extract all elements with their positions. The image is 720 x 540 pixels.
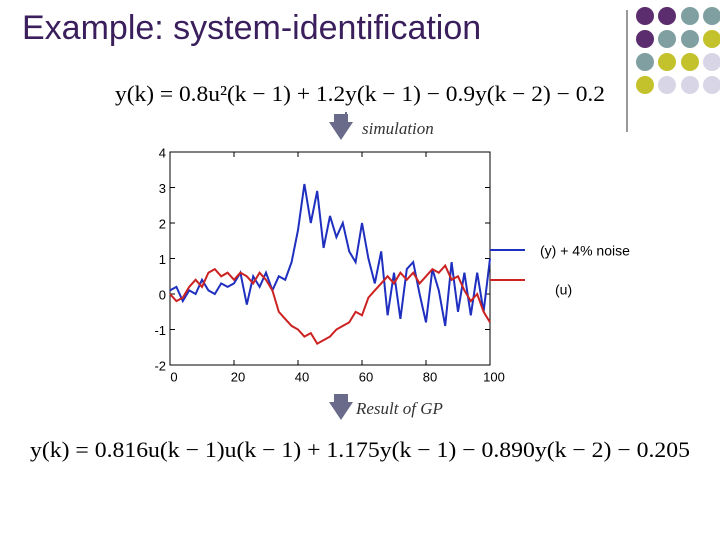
series-line [169, 183, 491, 327]
x-tick-label: 80 [423, 369, 437, 384]
series-line [169, 263, 491, 346]
x-tick-label: 20 [231, 369, 245, 384]
dot [681, 53, 699, 71]
equation: y(k) = 0.816u(k − 1)u(k − 1) + 1.175y(k … [30, 437, 690, 462]
dot [658, 76, 676, 94]
y-tick-label: -1 [154, 323, 166, 338]
arrow [329, 402, 353, 420]
x-tick-label: 0 [170, 369, 177, 384]
arrow-stem [334, 114, 348, 124]
y-tick-label: 4 [159, 145, 166, 160]
x-tick-label: 100 [483, 369, 505, 384]
y-tick-label: -2 [154, 358, 166, 373]
legend-label: (y) + 4% noise [540, 243, 630, 259]
decor-dots [636, 7, 720, 94]
dot [681, 7, 699, 25]
dot [703, 30, 720, 48]
dot [636, 7, 654, 25]
dot [658, 7, 676, 25]
arrow-stem [334, 394, 348, 404]
plot-frame [169, 151, 491, 366]
dot [703, 7, 720, 25]
x-tick-label: 60 [359, 369, 373, 384]
annotation: simulation [362, 119, 434, 138]
dot [703, 76, 720, 94]
equation: y(k) = 0.8u²(k − 1) + 1.2y(k − 1) − 0.9y… [115, 81, 605, 106]
y-tick-label: 2 [159, 216, 166, 231]
annotation: Result of GP [355, 399, 443, 418]
slide-title: Example: system-identification [22, 9, 481, 47]
y-tick-label: 0 [159, 287, 166, 302]
dot [681, 76, 699, 94]
dot [703, 53, 720, 71]
dot [681, 30, 699, 48]
legend-label: (u) [555, 282, 572, 298]
x-tick-label: 40 [295, 369, 309, 384]
dot [636, 53, 654, 71]
arrow [329, 112, 353, 140]
dot [658, 30, 676, 48]
y-tick-label: 3 [159, 181, 166, 196]
dot [636, 30, 654, 48]
dot [658, 53, 676, 71]
dot [636, 76, 654, 94]
y-tick-label: 1 [159, 252, 166, 267]
